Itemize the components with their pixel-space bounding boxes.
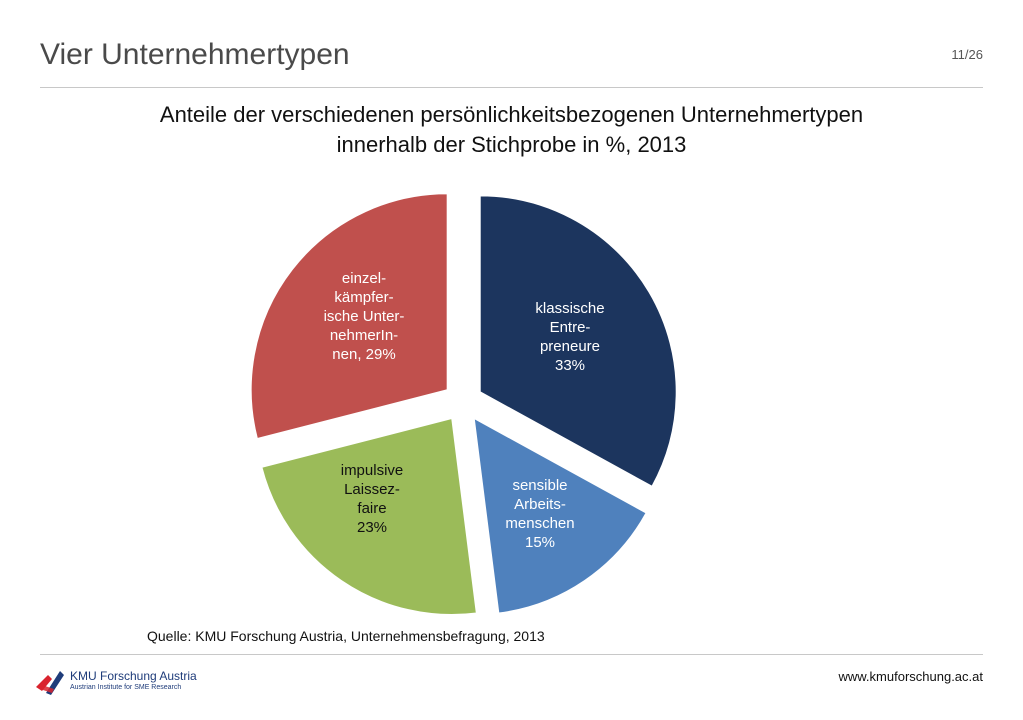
slice-label: preneure [540, 338, 600, 355]
slice-label: Entre- [550, 319, 591, 336]
slice-label: 33% [555, 357, 585, 374]
slice-label: kämpfer- [334, 289, 393, 306]
slice-label: nehmerIn- [330, 327, 398, 344]
slice-label: nen, 29% [332, 346, 395, 363]
slice-label: menschen [505, 515, 574, 532]
page-number: 11/26 [951, 47, 983, 62]
footer-divider [40, 654, 983, 655]
pie-slice [250, 193, 448, 440]
slice-label: 23% [357, 519, 387, 536]
slice-label: Arbeits- [514, 496, 566, 513]
chart-title: Anteile der verschiedenen persönlichkeit… [0, 100, 1023, 160]
pie-slice [261, 417, 477, 616]
chart-title-line-2: innerhalb der Stichprobe in %, 2013 [336, 132, 687, 157]
kmu-logo-mark-icon [36, 671, 64, 695]
chart-title-line-1: Anteile der verschiedenen persönlichkeit… [159, 102, 864, 127]
slice-label: sensible [512, 477, 567, 494]
slice-label: klassische [535, 300, 604, 317]
pie-slice [473, 417, 647, 614]
slice-label: ische Unter- [324, 308, 405, 325]
logo-name: KMU Forschung Austria [70, 669, 197, 683]
header-divider [40, 87, 983, 88]
kmu-logo: KMU Forschung Austria Austrian Institute… [34, 665, 204, 697]
logo-subtitle: Austrian Institute for SME Research [70, 684, 182, 691]
slice-label: Laissez- [344, 481, 400, 498]
pie-slice [479, 195, 677, 487]
slice-label: impulsive [341, 462, 404, 479]
slice-label: einzel- [342, 270, 386, 287]
slice-label: faire [357, 500, 386, 517]
slide-title: Vier Unternehmertypen [40, 38, 350, 71]
footer-url[interactable]: www.kmuforschung.ac.at [838, 669, 983, 684]
source-note: Quelle: KMU Forschung Austria, Unternehm… [147, 628, 545, 644]
slice-label: 15% [525, 534, 555, 551]
